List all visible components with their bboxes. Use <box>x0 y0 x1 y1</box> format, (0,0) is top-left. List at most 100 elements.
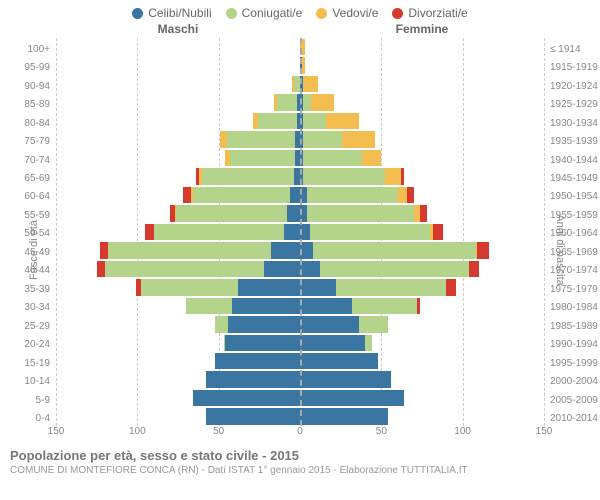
seg-divorziati <box>145 224 153 240</box>
seg-coniugati <box>141 279 239 295</box>
seg-vedovi <box>342 131 375 147</box>
seg-coniugati <box>258 113 297 129</box>
seg-vedovi <box>311 94 334 110</box>
grid-line <box>544 38 545 426</box>
seg-celibi <box>271 242 300 258</box>
x-tick: 100 <box>454 426 471 437</box>
seg-divorziati <box>401 168 404 184</box>
birth-label: 1915-1919 <box>544 58 600 76</box>
female-half <box>300 224 544 240</box>
seg-celibi <box>232 298 300 314</box>
seg-divorziati <box>417 298 420 314</box>
seg-divorziati <box>97 261 105 277</box>
female-half <box>300 242 544 258</box>
age-label: 70-74 <box>0 151 56 169</box>
age-label: 30-34 <box>0 299 56 317</box>
seg-celibi <box>300 353 378 369</box>
female-half <box>300 57 544 73</box>
seg-celibi <box>284 224 300 240</box>
age-label: 60-64 <box>0 188 56 206</box>
gender-header: Maschi Femmine <box>0 22 600 36</box>
seg-celibi <box>300 298 352 314</box>
seg-divorziati <box>100 242 108 258</box>
seg-vedovi <box>303 76 318 92</box>
female-half <box>300 187 544 203</box>
male-half <box>56 316 300 332</box>
seg-coniugati <box>303 131 342 147</box>
population-pyramid-chart: Celibi/NubiliConiugati/eVedovi/eDivorzia… <box>0 0 600 500</box>
male-half <box>56 76 300 92</box>
male-half <box>56 335 300 351</box>
seg-celibi <box>193 390 300 406</box>
legend-item: Coniugati/e <box>226 6 303 20</box>
seg-celibi <box>290 187 300 203</box>
seg-coniugati <box>303 94 311 110</box>
seg-vedovi <box>398 187 408 203</box>
female-half <box>300 94 544 110</box>
seg-celibi <box>225 335 300 351</box>
y-axis-age-labels: 100+95-9990-9485-8980-8475-7970-7465-696… <box>0 40 56 428</box>
seg-celibi <box>215 353 300 369</box>
age-label: 95-99 <box>0 58 56 76</box>
seg-coniugati <box>303 113 326 129</box>
seg-celibi <box>287 205 300 221</box>
legend-swatch <box>316 8 327 19</box>
female-half <box>300 335 544 351</box>
birth-label: 1965-1969 <box>544 243 600 261</box>
male-half <box>56 261 300 277</box>
male-half <box>56 242 300 258</box>
seg-celibi <box>300 316 359 332</box>
birth-label: 1935-1939 <box>544 132 600 150</box>
seg-divorziati <box>477 242 488 258</box>
birth-label: 1930-1934 <box>544 114 600 132</box>
female-half <box>300 408 544 424</box>
age-label: 65-69 <box>0 169 56 187</box>
birth-label: 1995-1999 <box>544 354 600 372</box>
legend-swatch <box>132 8 143 19</box>
age-label: 10-14 <box>0 372 56 390</box>
birth-label: 1945-1949 <box>544 169 600 187</box>
seg-divorziati <box>183 187 191 203</box>
x-tick: 150 <box>48 426 65 437</box>
seg-coniugati <box>105 261 264 277</box>
seg-celibi <box>264 261 300 277</box>
legend-label: Divorziati/e <box>408 6 467 20</box>
header-female: Femmine <box>300 22 544 36</box>
seg-coniugati <box>307 187 398 203</box>
female-half <box>300 39 544 55</box>
birth-label: 1985-1989 <box>544 317 600 335</box>
female-half <box>300 279 544 295</box>
birth-label: 1920-1924 <box>544 77 600 95</box>
female-half <box>300 371 544 387</box>
seg-coniugati <box>310 224 430 240</box>
male-half <box>56 205 300 221</box>
birth-label: 1975-1979 <box>544 280 600 298</box>
female-half <box>300 150 544 166</box>
x-tick: 150 <box>536 426 553 437</box>
seg-vedovi <box>302 57 305 73</box>
x-tick: 0 <box>297 426 303 437</box>
seg-coniugati <box>320 261 470 277</box>
seg-celibi <box>300 279 336 295</box>
chart-subtitle: COMUNE DI MONTEFIORE CONCA (RN) - Dati I… <box>10 465 590 476</box>
legend-item: Celibi/Nubili <box>132 6 211 20</box>
female-half <box>300 168 544 184</box>
birth-label: 1980-1984 <box>544 299 600 317</box>
x-tick: 100 <box>129 426 146 437</box>
birth-label: 1940-1944 <box>544 151 600 169</box>
male-half <box>56 39 300 55</box>
male-half <box>56 371 300 387</box>
seg-celibi <box>238 279 300 295</box>
female-half <box>300 298 544 314</box>
birth-label: 1955-1959 <box>544 206 600 224</box>
age-label: 45-49 <box>0 243 56 261</box>
seg-coniugati <box>227 131 295 147</box>
female-half <box>300 131 544 147</box>
age-label: 50-54 <box>0 225 56 243</box>
birth-label: 1970-1974 <box>544 262 600 280</box>
seg-vedovi <box>362 150 382 166</box>
female-half <box>300 390 544 406</box>
age-label: 15-19 <box>0 354 56 372</box>
male-half <box>56 390 300 406</box>
birth-label: 2005-2009 <box>544 391 600 409</box>
